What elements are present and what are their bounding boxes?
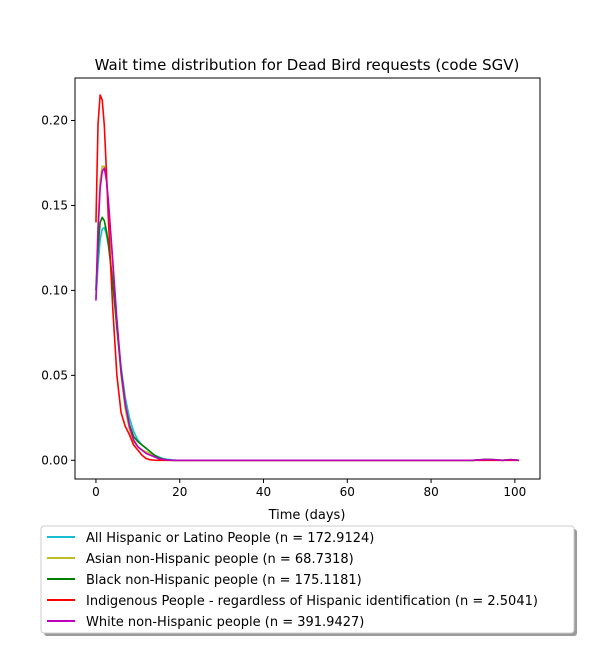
x-tick-label: 100 bbox=[503, 485, 526, 499]
x-axis-label: Time (days) bbox=[268, 508, 346, 523]
chart-title: Wait time distribution for Dead Bird req… bbox=[95, 56, 520, 74]
x-tick-label: 80 bbox=[423, 485, 438, 499]
series-line-3 bbox=[95, 216, 520, 462]
series-line-1 bbox=[95, 226, 520, 462]
y-tick-label: 0.00 bbox=[41, 453, 68, 467]
legend-label: Black non-Hispanic people (n = 175.1181) bbox=[86, 573, 362, 588]
x-tick-label: 0 bbox=[92, 485, 100, 499]
x-tick-label: 20 bbox=[172, 485, 187, 499]
legend-label: White non-Hispanic people (n = 391.9427) bbox=[86, 615, 364, 630]
series-line-2 bbox=[95, 165, 520, 462]
legend: All Hispanic or Latino People (n = 172.9… bbox=[40, 525, 577, 636]
legend-box bbox=[40, 525, 575, 634]
y-tick-label: 0.20 bbox=[41, 113, 68, 127]
y-tick-label: 0.10 bbox=[41, 283, 68, 297]
plot-frame bbox=[74, 77, 541, 480]
series-line-4 bbox=[95, 94, 520, 462]
plot-lines bbox=[95, 94, 520, 462]
legend-label: Asian non-Hispanic people (n = 68.7318) bbox=[86, 552, 354, 567]
y-tick-label: 0.05 bbox=[41, 368, 68, 382]
x-tick-label: 40 bbox=[256, 485, 271, 499]
legend-label: Indigenous People - regardless of Hispan… bbox=[86, 594, 538, 609]
x-tick-label: 60 bbox=[340, 485, 355, 499]
legend-label: All Hispanic or Latino People (n = 172.9… bbox=[86, 531, 374, 546]
y-axis-ticks: 0.00 0.05 0.10 0.15 0.20 bbox=[41, 113, 75, 467]
x-axis-ticks: 0 20 40 60 80 100 bbox=[92, 479, 526, 499]
y-tick-label: 0.15 bbox=[41, 198, 68, 212]
series-line-5 bbox=[95, 167, 520, 462]
